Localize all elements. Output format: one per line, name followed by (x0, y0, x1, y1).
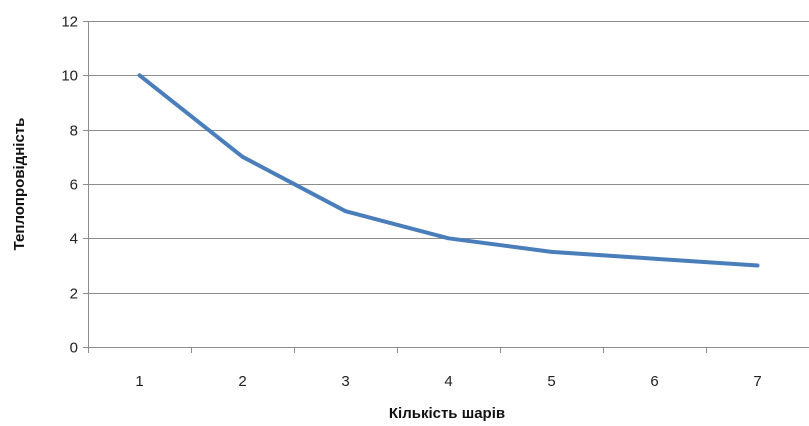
series (137, 73, 760, 268)
x-tick-labels: 1 2 3 4 5 6 7 (135, 373, 761, 390)
y-tick-labels: 0 2 4 6 8 10 12 (61, 14, 78, 357)
y-tick-label: 8 (70, 123, 78, 140)
x-axis-title: Кількість шарів (389, 405, 505, 422)
axes (83, 21, 809, 353)
x-tick-label: 7 (753, 373, 761, 390)
y-tick-label: 0 (70, 340, 78, 357)
y-tick-label: 6 (70, 177, 78, 194)
x-tick-label: 3 (341, 373, 349, 390)
x-tick-label: 2 (238, 373, 246, 390)
x-tick-label: 4 (444, 373, 452, 390)
x-tick-label: 1 (135, 373, 143, 390)
y-tick-label: 2 (70, 286, 78, 303)
gridlines (88, 21, 809, 294)
y-tick-label: 4 (70, 231, 78, 248)
y-axis-title: Теплопровідність (11, 118, 28, 251)
y-tick-label: 12 (61, 14, 78, 31)
series-line-1 (137, 73, 760, 268)
x-tick-label: 5 (547, 373, 555, 390)
x-tick-label: 6 (650, 373, 658, 390)
y-tick-label: 10 (61, 68, 78, 85)
